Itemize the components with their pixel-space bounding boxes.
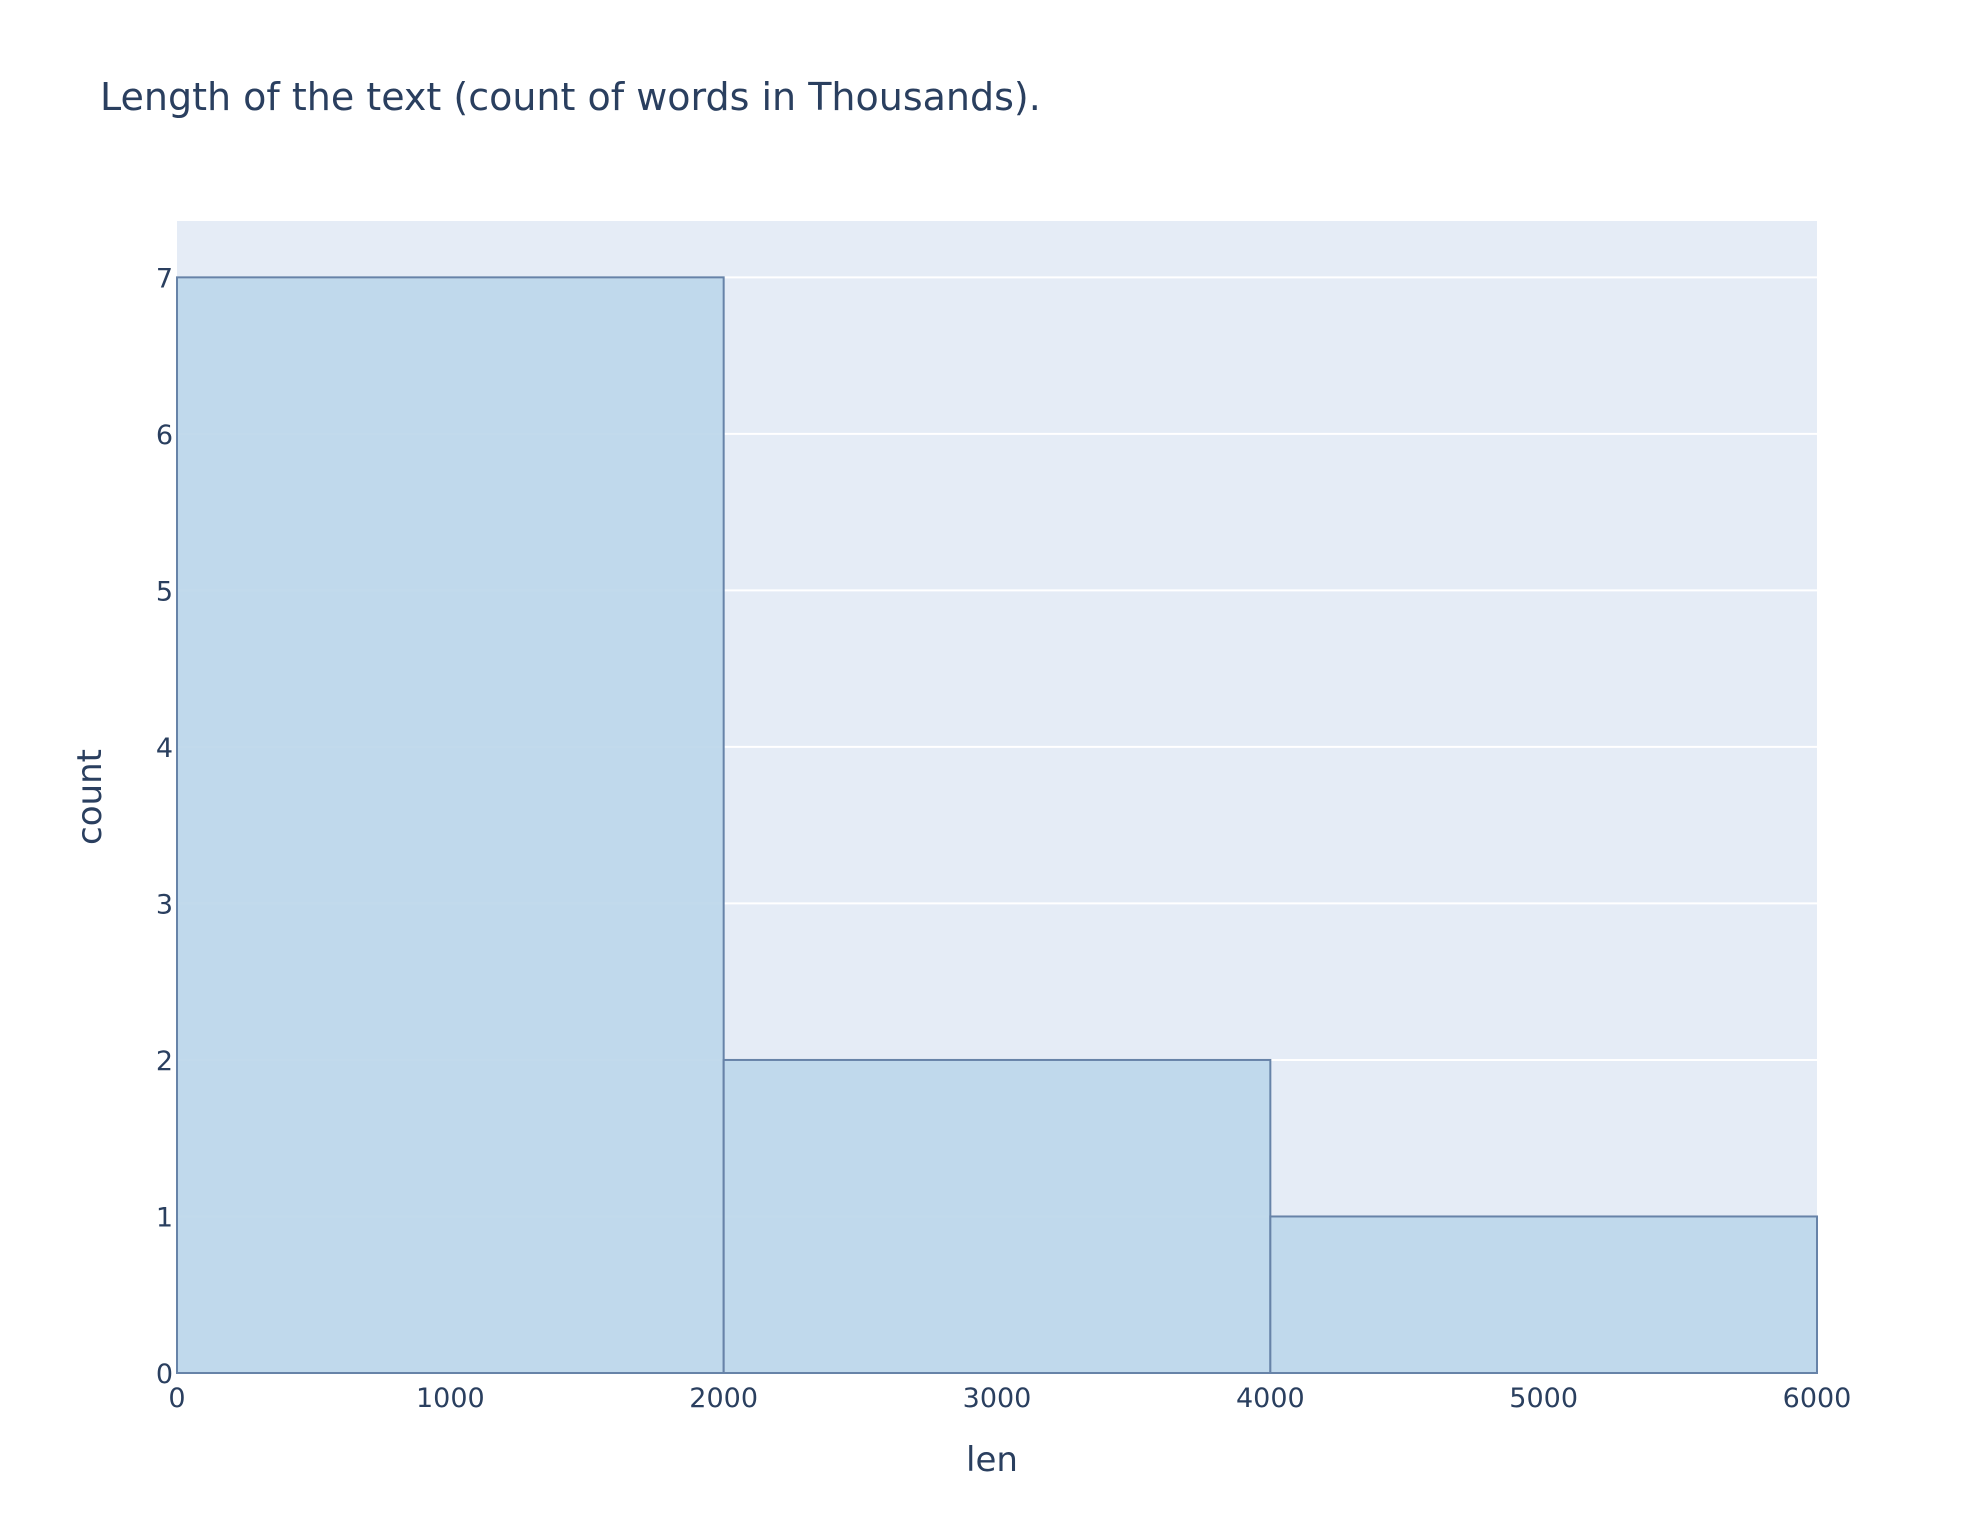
y-tick-label: 3 <box>156 889 173 920</box>
x-tick-label: 1000 <box>416 1383 485 1414</box>
histogram-bars <box>176 276 1819 1375</box>
histogram-bar-2 <box>722 1058 1272 1375</box>
histogram-bar-1 <box>176 276 725 1375</box>
chart-title: Length of the text (count of words in Th… <box>100 75 1041 119</box>
y-tick-label: 6 <box>156 420 173 451</box>
x-axis-title: len <box>966 1440 1018 1480</box>
y-axis-title: count <box>70 749 110 845</box>
y-tick-label: 0 <box>156 1359 173 1390</box>
plot-area <box>176 221 1819 1375</box>
x-tick-label: 0 <box>168 1383 185 1414</box>
y-tick-label: 5 <box>156 576 173 607</box>
x-tick-label: 4000 <box>1236 1383 1305 1414</box>
y-tick-label: 2 <box>156 1046 173 1077</box>
x-tick-label: 2000 <box>689 1383 758 1414</box>
y-tick-label: 1 <box>156 1202 173 1233</box>
x-tick-label: 6000 <box>1783 1383 1852 1414</box>
x-tick-label: 3000 <box>963 1383 1032 1414</box>
x-axis-ticks: 0 1000 2000 3000 4000 5000 6000 <box>168 1383 1851 1414</box>
y-tick-label: 4 <box>156 733 173 764</box>
histogram-bar-3 <box>1269 1215 1819 1375</box>
x-tick-label: 5000 <box>1509 1383 1578 1414</box>
y-tick-label: 7 <box>156 263 173 294</box>
y-axis-ticks: 0 1 2 3 4 5 6 7 <box>156 263 173 1390</box>
